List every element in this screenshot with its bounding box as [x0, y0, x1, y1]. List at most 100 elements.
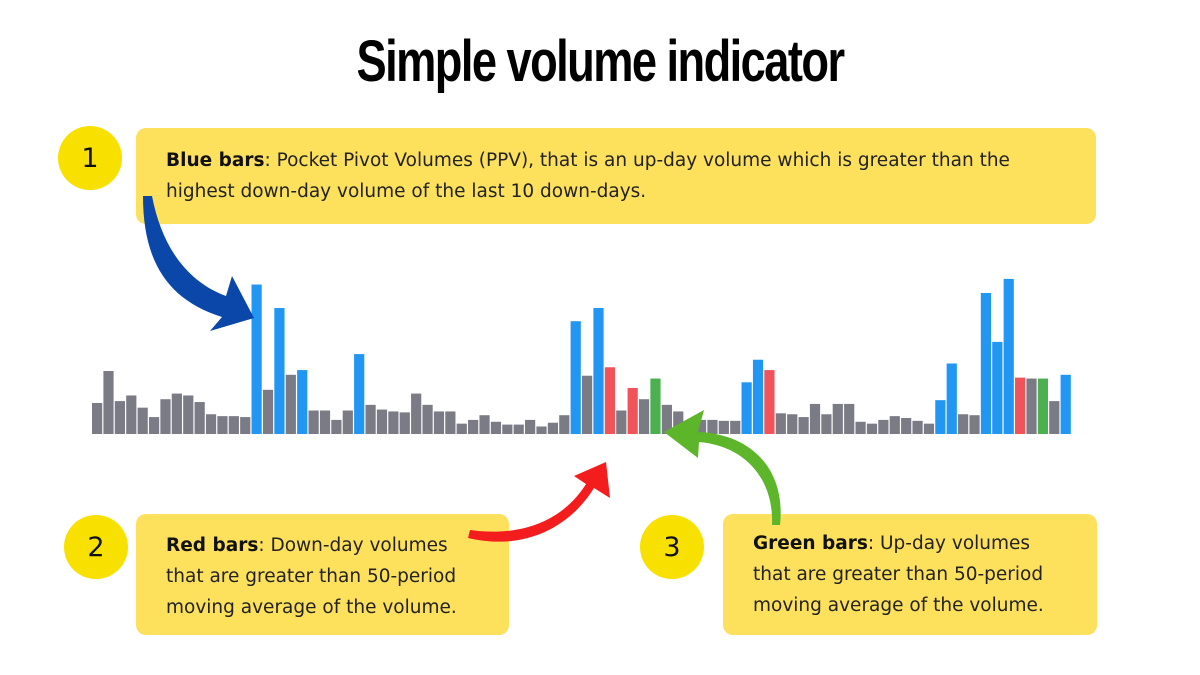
callout-blue-heading: Blue bars	[166, 150, 265, 171]
number-badge-3: 3	[640, 515, 704, 579]
gray-volume-bar	[912, 420, 923, 434]
gray-volume-bar	[319, 410, 331, 434]
gray-volume-bar	[673, 411, 684, 434]
gray-volume-bar	[513, 424, 524, 434]
blue-volume-bar	[752, 359, 764, 434]
gray-volume-bar	[148, 417, 160, 434]
gray-volume-bar	[958, 414, 969, 434]
gray-volume-bar	[616, 410, 627, 434]
blue-volume-bar	[593, 308, 604, 434]
gray-volume-bar	[103, 371, 114, 434]
gray-volume-bar	[787, 414, 798, 434]
gray-volume-bar	[525, 419, 536, 434]
gray-volume-bar	[205, 414, 217, 434]
gray-volume-bar	[114, 401, 125, 434]
gray-volume-bar	[1049, 401, 1060, 434]
gray-volume-bar	[866, 423, 878, 434]
red-volume-bar	[764, 370, 775, 434]
callout-green-bars: Green bars: Up-day volumes that are grea…	[723, 514, 1097, 635]
gray-volume-bar	[183, 395, 194, 434]
blue-volume-bar	[251, 284, 262, 434]
blue-volume-bar	[1003, 278, 1014, 434]
gray-volume-bar	[160, 399, 171, 434]
gray-volume-bar	[171, 393, 182, 434]
gray-volume-bar	[468, 419, 479, 434]
green-volume-bar	[1037, 378, 1049, 434]
gray-volume-bar	[969, 415, 980, 434]
gray-volume-bar	[422, 404, 433, 434]
number-badge-2: 2	[64, 515, 128, 579]
gray-volume-bar	[582, 375, 593, 434]
blue-volume-bar	[570, 321, 581, 434]
green-arrow-icon	[664, 410, 781, 525]
gray-volume-bar	[855, 421, 866, 434]
blue-volume-bar	[992, 341, 1003, 434]
gray-volume-bar	[889, 416, 900, 434]
callout-blue-bars: Blue bars: Pocket Pivot Volumes (PPV), t…	[136, 128, 1096, 224]
gray-volume-bar	[399, 412, 410, 434]
gray-volume-bar	[456, 423, 467, 434]
red-volume-bar	[627, 387, 638, 434]
blue-volume-bar	[274, 308, 285, 434]
gray-volume-bar	[798, 417, 809, 434]
callout-red-bars: Red bars: Down-day volumes that are grea…	[136, 514, 509, 635]
red-arrow-icon	[468, 462, 610, 542]
blue-volume-bar	[741, 382, 752, 434]
gray-volume-bar	[262, 389, 274, 434]
gray-volume-bar	[308, 410, 319, 434]
blue-volume-bar	[935, 400, 946, 434]
gray-volume-bar	[365, 404, 376, 434]
gray-volume-bar	[490, 421, 502, 434]
blue-volume-bar	[297, 370, 308, 434]
gray-volume-bar	[331, 419, 342, 434]
gray-volume-bar	[547, 422, 559, 434]
number-badge-1: 1	[58, 126, 122, 190]
gray-volume-bar	[923, 423, 935, 434]
blue-volume-bar	[980, 293, 992, 434]
blue-arrow-icon	[143, 196, 254, 331]
gray-volume-bar	[194, 402, 205, 434]
gray-volume-bar	[479, 415, 490, 434]
gray-volume-bar	[285, 374, 296, 434]
gray-volume-bar	[228, 416, 239, 434]
callout-blue-text: : Pocket Pivot Volumes (PPV), that is an…	[166, 150, 1010, 202]
gray-volume-bar	[695, 419, 707, 434]
gray-volume-bar	[559, 415, 570, 434]
gray-volume-bar	[388, 411, 399, 434]
gray-volume-bar	[240, 417, 251, 434]
gray-volume-bar	[901, 418, 912, 434]
green-volume-bar	[650, 378, 661, 434]
gray-volume-bar	[376, 409, 388, 434]
gray-volume-bar	[638, 399, 650, 434]
gray-volume-bar	[217, 416, 228, 434]
gray-volume-bar	[137, 407, 148, 434]
gray-volume-bar	[832, 403, 843, 434]
callout-red-text: : Down-day volumes that are greater than…	[166, 535, 457, 618]
callout-green-heading: Green bars	[753, 533, 868, 554]
gray-volume-bar	[411, 393, 422, 434]
gray-volume-bar	[718, 420, 729, 434]
gray-volume-bar	[433, 411, 445, 434]
gray-volume-bar	[775, 413, 786, 434]
gray-volume-bar	[821, 414, 832, 434]
volume-bars	[92, 278, 1071, 434]
red-volume-bar	[1015, 377, 1026, 434]
blue-volume-bar	[354, 354, 365, 434]
gray-volume-bar	[844, 403, 855, 434]
callout-red-heading: Red bars	[166, 535, 259, 556]
gray-volume-bar	[342, 410, 353, 434]
gray-volume-bar	[809, 403, 821, 434]
blue-volume-bar	[946, 363, 957, 434]
gray-volume-bar	[126, 395, 137, 434]
callout-green-text: : Up-day volumes that are greater than 5…	[753, 533, 1044, 616]
blue-volume-bar	[1060, 374, 1071, 434]
gray-volume-bar	[445, 411, 456, 434]
gray-volume-bar	[730, 420, 741, 434]
gray-volume-bar	[92, 402, 103, 434]
gray-volume-bar	[661, 404, 672, 434]
gray-volume-bar	[707, 419, 718, 434]
gray-volume-bar	[1026, 378, 1037, 434]
gray-volume-bar	[502, 424, 513, 434]
page-title: Simple volume indicator	[356, 29, 845, 94]
